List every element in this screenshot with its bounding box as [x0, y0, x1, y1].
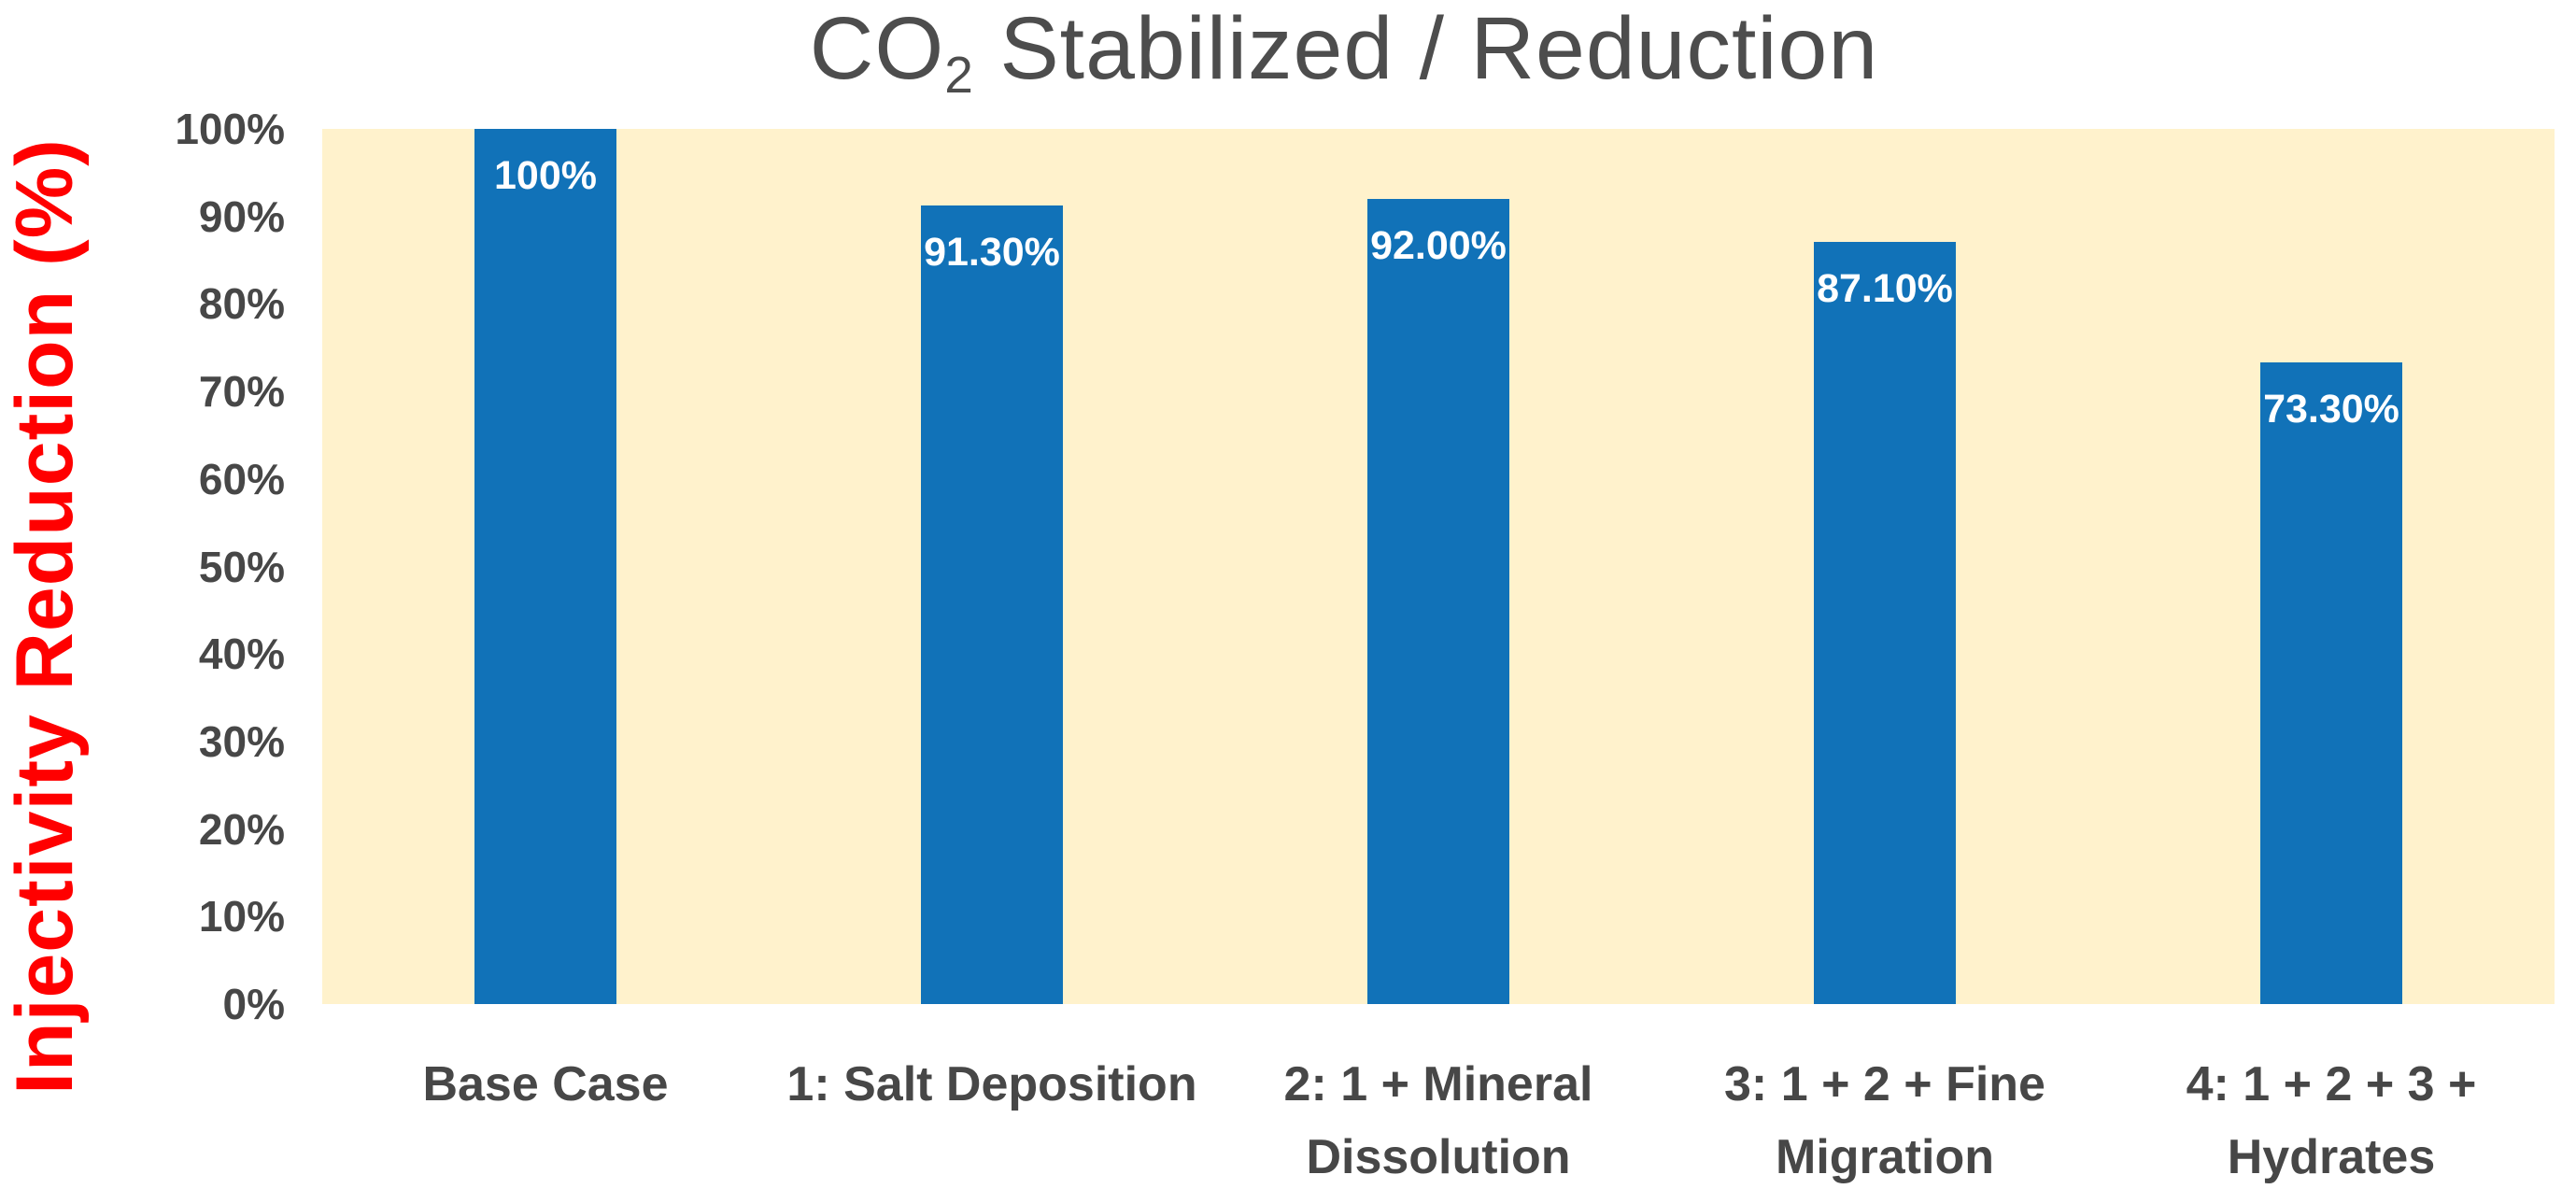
y-tick-label: 100% [175, 105, 285, 153]
bar: 91.30% [921, 205, 1063, 1004]
x-category-label-line1: 3: 1 + 2 + Fine [1724, 1057, 2045, 1111]
bar-value-label: 87.10% [1817, 265, 1953, 311]
x-category-label: 2: 1 + Mineral Dissolution [1219, 1048, 1658, 1194]
bar-value-label: 92.00% [1370, 222, 1507, 268]
x-category-label-line1: 4: 1 + 2 + 3 + [2186, 1057, 2477, 1111]
chart-title: CO2 Stabilized / Reduction [112, 0, 2576, 104]
chart-title-main: CO [809, 0, 945, 98]
x-category-label-line1: 2: 1 + Mineral [1283, 1057, 1593, 1111]
y-tick-label: 80% [198, 279, 285, 329]
x-category-label: 1: Salt Deposition [772, 1048, 1211, 1121]
x-category-label-line1: 1: Salt Deposition [786, 1057, 1197, 1111]
y-tick-label: 60% [198, 454, 285, 503]
x-category-label-line2: Hydrates [2227, 1130, 2436, 1184]
y-tick-label: 90% [198, 191, 285, 241]
bar-value-label: 91.30% [924, 229, 1060, 275]
y-tick-label: 40% [198, 630, 285, 679]
bar-value-label: 100% [494, 153, 597, 198]
bar: 92.00% [1367, 198, 1509, 1004]
bar: 87.10% [1814, 241, 1956, 1004]
y-tick-label: 20% [198, 804, 285, 854]
y-tick-label: 10% [198, 892, 285, 941]
y-tick-label: 70% [198, 367, 285, 417]
chart-title-rest: Stabilized / Reduction [973, 0, 1879, 98]
bar-value-label: 73.30% [2263, 387, 2399, 432]
chart-title-subscript: 2 [944, 46, 974, 105]
y-tick-label: 50% [198, 542, 285, 591]
x-category-label-line2: Dissolution [1306, 1130, 1571, 1184]
y-tick-label: 0% [222, 980, 285, 1028]
x-category-label-line1: Base Case [422, 1057, 669, 1111]
x-category-label: 4: 1 + 2 + 3 + Hydrates [2112, 1048, 2551, 1194]
bar: 100% [474, 129, 616, 1004]
y-tick-label: 30% [198, 716, 285, 766]
bar: 73.30% [2260, 362, 2402, 1004]
x-category-label: 3: 1 + 2 + Fine Migration [1665, 1048, 2104, 1194]
x-category-label: Base Case [326, 1048, 765, 1121]
x-category-label-line2: Migration [1776, 1130, 1994, 1184]
